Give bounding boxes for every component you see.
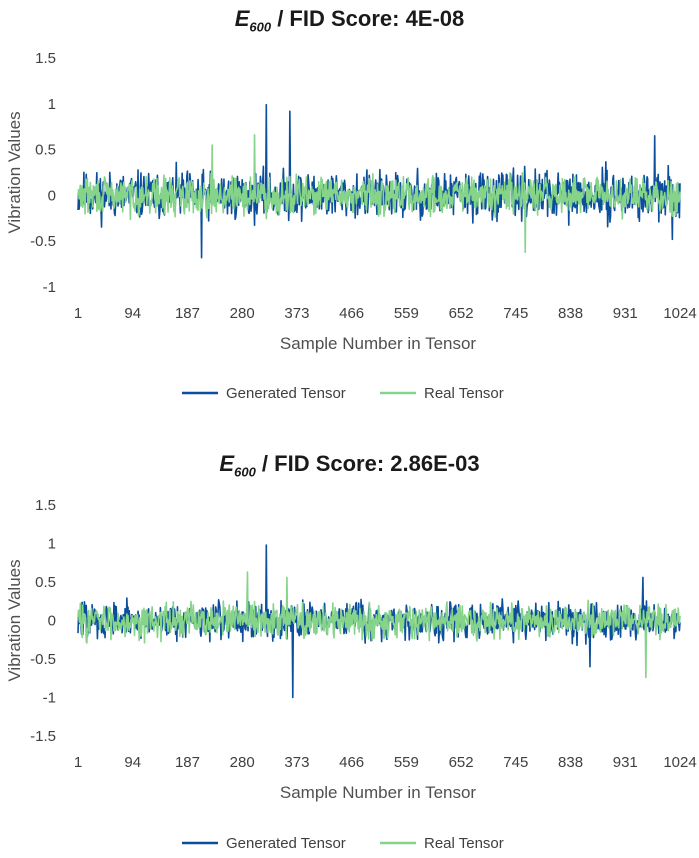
y-tick-label: -1.5 bbox=[30, 728, 56, 745]
title-subscript: 600 bbox=[249, 19, 272, 35]
x-tick-label: 94 bbox=[124, 305, 141, 322]
y-tick-label: -1 bbox=[43, 690, 56, 707]
x-tick-label: 1 bbox=[74, 305, 82, 322]
chart-top: E600 / FID Score: 4E-08 1.5 1 0.5 0 -0.5 -1 1 9… bbox=[0, 6, 699, 402]
title-symbol: E bbox=[234, 6, 250, 31]
series-line-generated bbox=[77, 103, 681, 259]
y-axis-title: Vibration Values bbox=[5, 111, 24, 233]
y-tick-label: -1 bbox=[43, 279, 56, 296]
y-tick-label: 0.5 bbox=[35, 142, 56, 159]
y-tick-label: 0.5 bbox=[35, 574, 56, 591]
x-tick-label: 652 bbox=[449, 305, 474, 322]
title-symbol: E bbox=[219, 451, 235, 476]
x-tick-label: 838 bbox=[558, 305, 583, 322]
x-tick-label: 931 bbox=[613, 754, 638, 771]
x-tick-label: 466 bbox=[339, 754, 364, 771]
x-tick-label: 745 bbox=[503, 754, 528, 771]
x-tick-label: 745 bbox=[503, 305, 528, 322]
series-line-real bbox=[77, 134, 681, 253]
x-tick-label: 373 bbox=[284, 305, 309, 322]
chart-title: E600 / FID Score: 4E-08 bbox=[0, 6, 699, 34]
x-tick-label: 931 bbox=[613, 305, 638, 322]
x-tick-label: 280 bbox=[230, 305, 255, 322]
y-axis-title: Vibration Values bbox=[5, 559, 24, 681]
legend-label: Real Tensor bbox=[424, 385, 504, 402]
y-tick-label: 1.5 bbox=[35, 497, 56, 514]
y-tick-label: -0.5 bbox=[30, 651, 56, 668]
x-tick-label: 652 bbox=[449, 754, 474, 771]
x-tick-label: 280 bbox=[230, 754, 255, 771]
legend-label: Real Tensor bbox=[424, 835, 504, 852]
y-tick-label: 1 bbox=[48, 536, 56, 553]
line-chart: 1.5 1 0.5 0 -0.5 -1 -1.5 1 94 187 280 373 466 559 652 7… bbox=[5, 497, 697, 852]
x-tick-label: 1024 bbox=[663, 754, 696, 771]
x-axis-title: Sample Number in Tensor bbox=[280, 783, 477, 802]
y-tick-label: 0 bbox=[48, 187, 56, 204]
legend-label: Generated Tensor bbox=[226, 835, 346, 852]
x-tick-label: 94 bbox=[124, 754, 141, 771]
line-chart: 1.5 1 0.5 0 -0.5 -1 1 94 187 280 373 466 559 652 745 83… bbox=[5, 50, 697, 402]
y-tick-label: 1.5 bbox=[35, 50, 56, 67]
x-tick-label: 838 bbox=[558, 754, 583, 771]
chart-title: E600 / FID Score: 2.86E-03 bbox=[0, 451, 699, 479]
x-tick-label: 559 bbox=[394, 305, 419, 322]
y-tick-label: -0.5 bbox=[30, 233, 56, 250]
title-subscript: 600 bbox=[234, 464, 256, 480]
chart-bottom: E600 / FID Score: 2.86E-03 1.5 1 0.5 0 -0.5 -… bbox=[0, 429, 699, 858]
legend-label: Generated Tensor bbox=[226, 385, 346, 402]
title-text: / FID Score: 4E-08 bbox=[271, 6, 465, 31]
series-line-real bbox=[77, 571, 681, 679]
title-text: / FID Score: 2.86E-03 bbox=[255, 451, 480, 476]
x-tick-label: 466 bbox=[339, 305, 364, 322]
x-tick-label: 559 bbox=[394, 754, 419, 771]
y-tick-label: 1 bbox=[48, 96, 56, 113]
x-tick-label: 187 bbox=[175, 754, 200, 771]
x-tick-label: 1024 bbox=[663, 305, 696, 322]
x-tick-label: 1 bbox=[74, 754, 82, 771]
y-tick-label: 0 bbox=[48, 613, 56, 630]
x-tick-label: 187 bbox=[175, 305, 200, 322]
x-axis-title: Sample Number in Tensor bbox=[280, 334, 477, 353]
x-tick-label: 373 bbox=[284, 754, 309, 771]
